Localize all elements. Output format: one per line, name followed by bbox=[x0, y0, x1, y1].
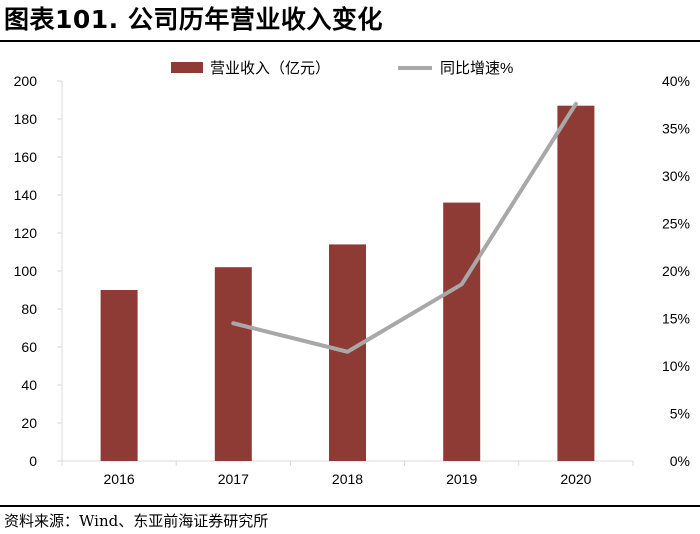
left-axis-tick-label: 120 bbox=[14, 225, 38, 241]
left-axis-tick-label: 100 bbox=[14, 263, 38, 279]
left-axis-tick-label: 20 bbox=[21, 415, 37, 431]
left-axis-tick-label: 60 bbox=[21, 339, 37, 355]
right-axis-tick-label: 40% bbox=[662, 73, 690, 89]
right-axis-tick-label: 35% bbox=[662, 121, 690, 137]
left-axis-tick-label: 80 bbox=[21, 301, 37, 317]
footer-divider bbox=[0, 505, 700, 507]
chart-axes: 0 20 40 60 80 100 120 140 160 180 200 0% 5% 10% 15% 20%… bbox=[14, 73, 690, 487]
title-divider bbox=[0, 40, 700, 42]
revenue-bar-2016 bbox=[100, 290, 138, 461]
right-axis-tick-label: 5% bbox=[670, 406, 690, 422]
left-axis-tick-label: 140 bbox=[14, 187, 38, 203]
x-axis-tick-label: 2020 bbox=[560, 471, 591, 487]
left-axis-tick-label: 200 bbox=[14, 73, 38, 89]
left-axis-tick-label: 0 bbox=[29, 453, 37, 469]
left-axis-tick-label: 180 bbox=[14, 111, 38, 127]
right-axis-tick-label: 10% bbox=[662, 358, 690, 374]
source-note: 资料来源：Wind、东亚前海证券研究所 bbox=[4, 512, 269, 530]
legend-line-label: 同比增速% bbox=[440, 60, 513, 77]
x-axis-tick-label: 2017 bbox=[218, 471, 249, 487]
legend-bar-label: 营业收入（亿元） bbox=[210, 60, 330, 77]
right-axis-tick-label: 20% bbox=[662, 263, 690, 279]
figure-title: 图表101. 公司历年营业收入变化 bbox=[4, 5, 383, 34]
bar-series bbox=[100, 105, 595, 461]
right-axis-tick-label: 30% bbox=[662, 168, 690, 184]
left-axis-tick-label: 160 bbox=[14, 149, 38, 165]
line-series bbox=[231, 101, 578, 354]
right-axis-tick-label: 15% bbox=[662, 311, 690, 327]
left-axis-tick-label: 40 bbox=[21, 377, 37, 393]
revenue-bar-2019 bbox=[443, 202, 481, 461]
chart-legend: 营业收入（亿元） 同比增速% bbox=[171, 60, 513, 77]
x-axis-tick-label: 2019 bbox=[446, 471, 477, 487]
right-axis-tick-label: 25% bbox=[662, 216, 690, 232]
growth-rate-line bbox=[231, 101, 578, 354]
revenue-bar-2017 bbox=[214, 267, 252, 461]
revenue-bar-2020 bbox=[557, 105, 595, 461]
x-axis-tick-label: 2018 bbox=[332, 471, 363, 487]
x-axis-tick-label: 2016 bbox=[104, 471, 135, 487]
legend-bar-swatch bbox=[171, 62, 203, 73]
right-axis-tick-label: 0% bbox=[670, 453, 690, 469]
